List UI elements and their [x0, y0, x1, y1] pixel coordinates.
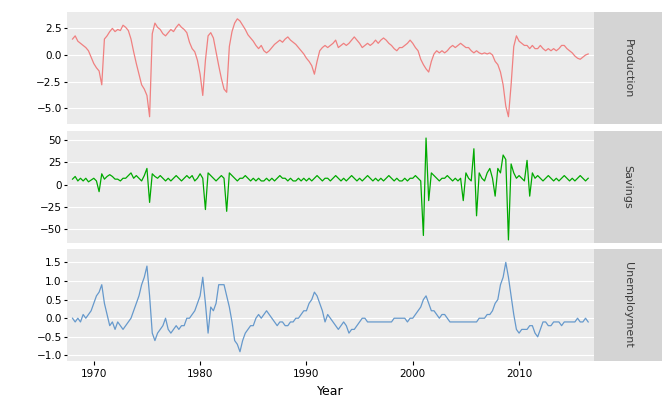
Text: Production: Production — [623, 39, 633, 98]
X-axis label: Year: Year — [317, 385, 343, 398]
Text: Unemployment: Unemployment — [623, 262, 633, 348]
Text: Savings: Savings — [623, 165, 633, 209]
